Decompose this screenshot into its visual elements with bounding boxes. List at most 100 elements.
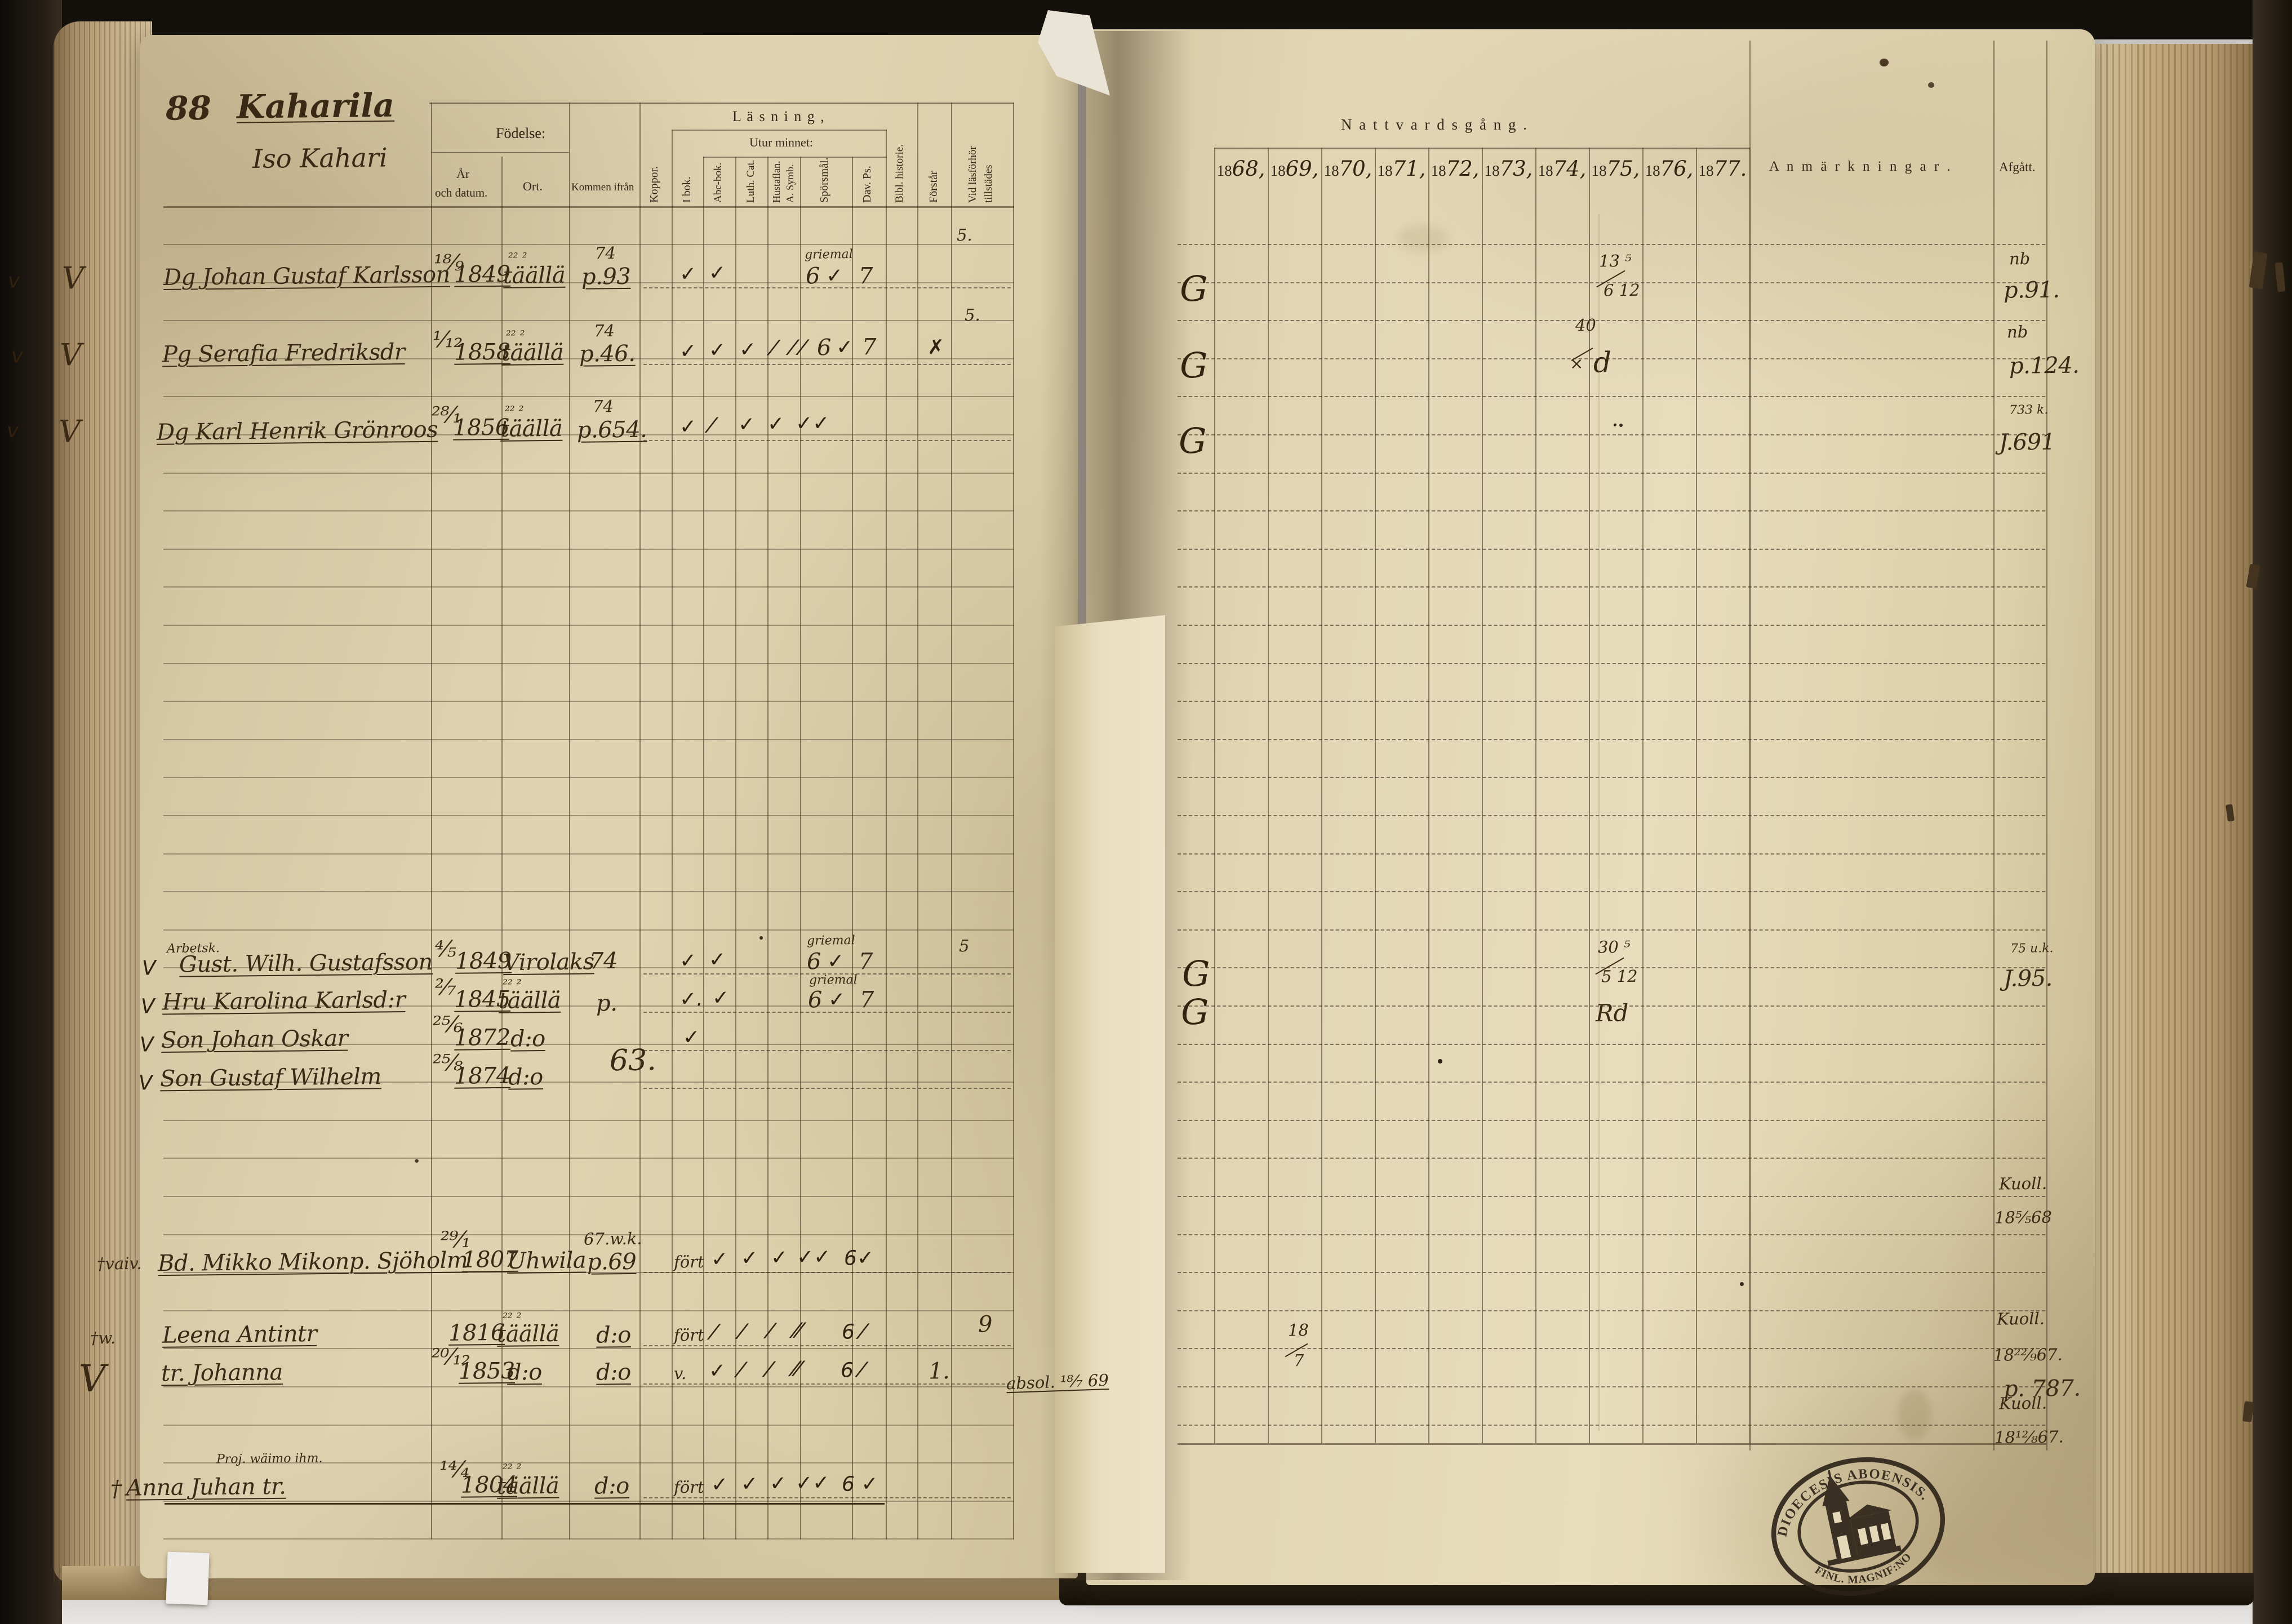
handwritten-entry: 7 xyxy=(858,949,873,975)
fly-speck xyxy=(1740,1282,1744,1286)
rule-line xyxy=(1178,891,2045,892)
header-hustaflan: Hustaflan. xyxy=(771,161,782,203)
handwritten-entry: ✓ xyxy=(679,415,697,439)
handwritten-entry: ✓ xyxy=(679,262,697,286)
handwritten-entry: V xyxy=(59,337,82,373)
handwritten-entry: d:o xyxy=(596,1359,631,1386)
rule-line xyxy=(643,1088,1011,1089)
rule-line xyxy=(2046,41,2047,1451)
handwritten-entry: J.691 xyxy=(1998,429,2055,456)
rule-line xyxy=(1375,148,1376,1443)
handwritten-entry: fört xyxy=(673,1477,704,1497)
rule-line xyxy=(643,440,1011,441)
rule-line xyxy=(1178,1425,2045,1426)
handwritten-entry: d:o xyxy=(510,1025,545,1052)
rule-line xyxy=(569,103,570,1540)
rule-line xyxy=(163,549,1014,550)
handwritten-entry: ✓ xyxy=(679,949,697,973)
fly-speck xyxy=(759,936,763,940)
handwritten-entry: ✓ xyxy=(682,1026,700,1049)
handwritten-entry: v xyxy=(7,269,20,293)
rule-line xyxy=(163,1425,1014,1426)
rule-line xyxy=(163,320,1014,321)
handwritten-entry: 6 ✓ xyxy=(841,1472,878,1496)
handwritten-entry: V xyxy=(58,413,81,450)
rule-line xyxy=(163,967,1014,968)
handwritten-entry: ✓✓ xyxy=(795,412,830,435)
handwritten-entry: d xyxy=(1593,346,1612,379)
rule-line xyxy=(1178,1082,2045,1083)
handwritten-entry: griemal xyxy=(806,933,855,948)
rule-line xyxy=(163,1044,1014,1045)
year-cell: 1874, xyxy=(1538,157,1587,181)
rule-line xyxy=(163,1462,1014,1463)
rule-line xyxy=(852,157,853,1540)
rule-line xyxy=(1178,1044,2045,1045)
handwritten-entry: 1. xyxy=(928,1358,950,1385)
rule-line xyxy=(1178,815,2045,816)
rule-line xyxy=(643,1345,1011,1346)
rule-line xyxy=(1696,148,1697,1443)
rule-line xyxy=(1178,586,2045,588)
handwritten-entry: ✓ xyxy=(738,413,756,437)
rule-line xyxy=(431,103,432,1540)
handwritten-entry: 1874 xyxy=(454,1062,511,1089)
rule-line xyxy=(1178,282,2045,283)
rule-line xyxy=(163,1158,1014,1159)
rule-line xyxy=(703,157,887,158)
rule-line xyxy=(163,625,1014,626)
handwritten-entry: ✓ xyxy=(708,948,726,972)
handwritten-entry: p.46. xyxy=(579,340,636,367)
handwritten-entry: nb xyxy=(2006,322,2028,342)
handwritten-entry: ✓ xyxy=(710,1248,729,1271)
rule-line xyxy=(163,1386,1014,1387)
rule-line xyxy=(1178,1158,2045,1159)
handwritten-entry: Virolaks xyxy=(503,949,594,976)
handwritten-entry: ✓ xyxy=(825,264,843,288)
header-afgatt: Afgått. xyxy=(1999,160,2036,174)
rule-line xyxy=(672,130,673,1540)
header-koppor: Koppor. xyxy=(648,166,660,203)
right-page xyxy=(1086,29,2095,1585)
rule-line xyxy=(501,157,503,1540)
handwritten-entry: 5 12 xyxy=(1601,966,1638,986)
rule-line xyxy=(1178,1310,2045,1311)
handwritten-entry: 7 xyxy=(858,263,873,290)
book-fore-edge xyxy=(2087,44,2257,1599)
header-bibl-historie: Bibl. historie. xyxy=(894,144,905,203)
handwritten-entry: d:o xyxy=(508,1064,543,1091)
handwritten-entry: ✓ xyxy=(836,336,854,359)
rule-line xyxy=(1178,663,2045,664)
handwritten-entry: 74 xyxy=(592,396,614,416)
handwritten-entry: 6 12 xyxy=(1603,280,1640,300)
handwritten-entry: V xyxy=(78,1356,106,1401)
rule-line xyxy=(163,739,1014,740)
handwritten-entry: Rd xyxy=(1595,999,1629,1027)
fly-speck xyxy=(415,1159,419,1163)
rule-line xyxy=(163,1196,1014,1197)
handwritten-entry: 63. xyxy=(609,1043,657,1078)
hand-drawn-underline xyxy=(165,1503,885,1505)
handwritten-entry: ✓ xyxy=(708,1359,726,1383)
archive-stamp: DIOECESIS ABOENSIS. FINL. MAGNIF:NO xyxy=(1764,1452,1945,1596)
handwritten-entry: V xyxy=(140,995,155,1018)
rule-line xyxy=(643,1272,1011,1273)
handwritten-entry: Son Johan Oskar xyxy=(161,1025,348,1054)
rule-line xyxy=(163,1272,1014,1273)
handwritten-entry: ✓. xyxy=(679,987,703,1011)
handwritten-entry: V xyxy=(141,956,156,980)
rule-line xyxy=(163,929,1014,931)
handwritten-entry: Kuoll. xyxy=(1998,1393,2047,1413)
header-ar: År xyxy=(456,167,470,181)
rule-line xyxy=(1178,853,2045,855)
rule-line xyxy=(643,973,1011,975)
handwritten-entry: ✓ xyxy=(770,1246,788,1270)
handwritten-entry: ✓ xyxy=(827,950,845,973)
year-cell: 1871, xyxy=(1377,157,1426,181)
rule-line xyxy=(163,1005,1014,1007)
inserted-paper-strip xyxy=(1055,615,1165,1573)
handwritten-entry: 74 xyxy=(593,321,615,341)
handwritten-entry: 6 xyxy=(805,263,820,290)
handwritten-entry: 88 xyxy=(165,88,212,128)
rule-line xyxy=(163,1501,1014,1502)
